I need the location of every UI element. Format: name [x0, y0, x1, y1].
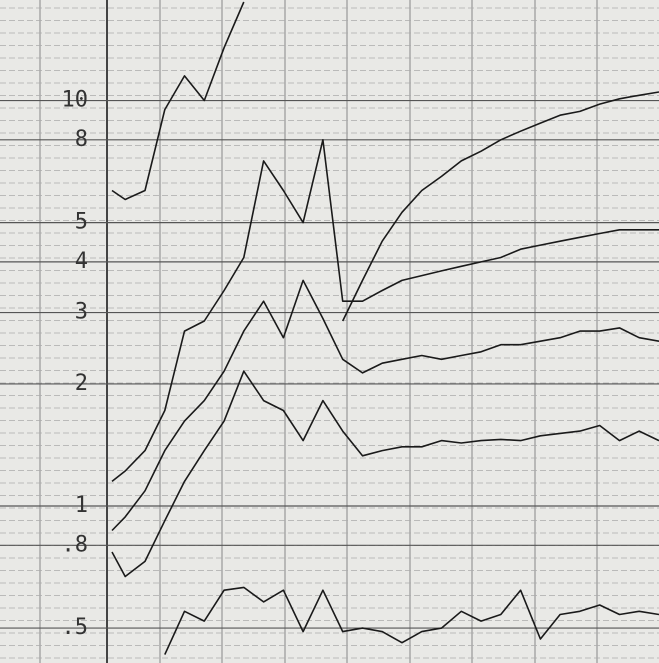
y-tick-label: 8: [75, 127, 88, 152]
y-tick-label: 5: [75, 210, 88, 235]
y-tick-label: 4: [75, 249, 88, 274]
y-tick-label: .8: [62, 532, 89, 557]
y-tick-label: 3: [75, 300, 88, 325]
y-tick-label: 10: [62, 88, 89, 113]
chart-recorder-paper: 10 8 5 4 3 2 1 .8 .5: [0, 0, 659, 663]
y-tick-label: 2: [75, 371, 88, 396]
y-tick-label: 1: [75, 493, 88, 518]
y-tick-label: .5: [62, 615, 89, 640]
